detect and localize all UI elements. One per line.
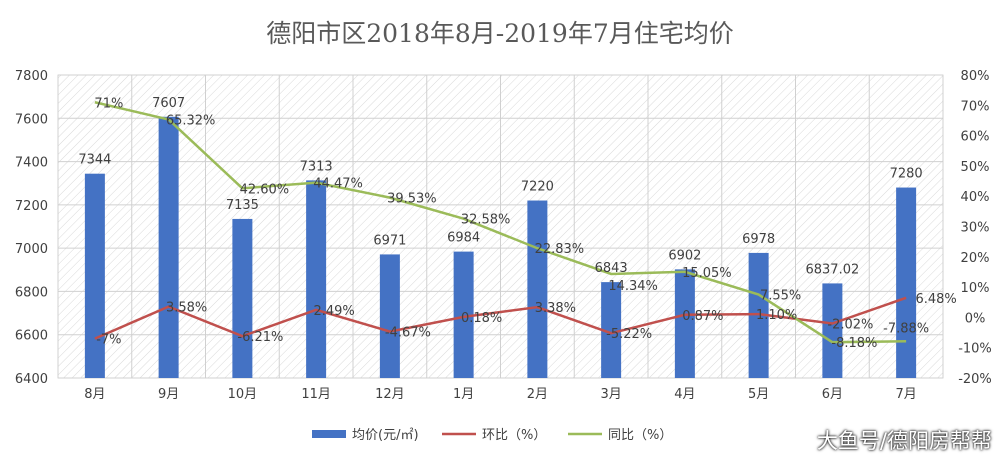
line-data-label: 1.10%: [756, 308, 797, 323]
y-left-tick-label: 7600: [15, 112, 48, 127]
y-right-tick-label: -10%: [958, 342, 992, 357]
y-left-tick-label: 7800: [15, 69, 48, 84]
y-right-tick-label: 20%: [961, 251, 990, 266]
y-left-tick-label: 7200: [15, 199, 48, 214]
x-tick-label: 3月: [600, 387, 621, 402]
bar-data-label: 6837.02: [805, 262, 859, 277]
line-data-label: 14.34%: [608, 279, 658, 294]
bar-data-label: 7220: [521, 180, 554, 195]
y-right-tick-label: 40%: [961, 190, 990, 205]
bar: [822, 283, 843, 378]
line-data-label: -8.18%: [831, 336, 877, 351]
y-right-tick-label: 50%: [961, 160, 990, 175]
legend-label: 均价(元/㎡): [352, 428, 419, 443]
line-data-label: -5.22%: [606, 327, 652, 342]
legend-label: 环比（%）: [482, 428, 546, 443]
line-data-label: -7.88%: [883, 321, 929, 336]
bar-data-label: 6971: [373, 233, 406, 248]
y-right-tick-label: 10%: [961, 281, 990, 296]
bar: [232, 218, 253, 378]
x-tick-label: 6月: [822, 387, 843, 402]
y-left-tick-label: 7400: [15, 156, 48, 171]
line-data-label: 32.58%: [461, 213, 511, 228]
y-left-tick-label: 7000: [15, 242, 48, 257]
bar-data-label: 7313: [300, 159, 333, 174]
line-data-label: 15.05%: [682, 266, 732, 281]
line-data-label: 65.32%: [166, 113, 216, 128]
bar-data-label: 6978: [742, 232, 775, 247]
line-huanbi: [94, 296, 907, 340]
line-data-label: 6.48%: [915, 292, 956, 307]
chart-title: 德阳市区2018年8月-2019年7月住宅均价: [266, 19, 734, 48]
line-data-label: -7%: [96, 333, 121, 348]
x-tick-label: 5月: [748, 387, 769, 402]
line-data-label: -6.21%: [237, 330, 283, 345]
bar: [158, 116, 179, 378]
line-data-label: -2.02%: [827, 318, 873, 333]
line-data-label: -4.67%: [385, 326, 431, 341]
bar-data-label: 7344: [78, 153, 111, 168]
x-tick-label: 11月: [301, 387, 331, 402]
bar: [379, 254, 400, 378]
line-data-label: 0.87%: [682, 309, 723, 324]
line-data-label: 7.55%: [760, 289, 801, 304]
line-data-label: 44.47%: [313, 177, 363, 192]
y-right-tick-label: 80%: [961, 69, 990, 84]
x-tick-label: 1月: [453, 387, 474, 402]
bar: [748, 252, 769, 378]
y-right-tick-label: 30%: [961, 221, 990, 236]
bar-data-label: 7280: [890, 167, 923, 182]
bar: [896, 187, 917, 378]
line-data-label: 22.83%: [535, 242, 585, 257]
legend-label: 同比（%）: [608, 428, 672, 443]
bar-data-label: 7607: [152, 96, 185, 111]
line-data-label: 39.53%: [387, 192, 437, 207]
bar: [674, 269, 695, 378]
line-data-label: 0.18%: [461, 311, 502, 326]
line-tongbi: [94, 101, 907, 344]
y-right-tick-label: 0%: [965, 311, 986, 326]
bar-data-label: 6984: [447, 231, 480, 246]
y-right-tick-label: 60%: [961, 130, 990, 145]
x-tick-label: 8月: [84, 387, 105, 402]
line-data-label: 3.38%: [535, 301, 576, 316]
bar: [601, 282, 622, 378]
line-data-label: 3.58%: [166, 301, 207, 316]
bar-data-label: 7135: [226, 198, 259, 213]
bar: [84, 173, 105, 378]
line-data-label: 2.49%: [313, 304, 354, 319]
x-tick-label: 7月: [895, 387, 916, 402]
x-tick-label: 12月: [375, 387, 405, 402]
bar: [453, 251, 474, 378]
x-tick-label: 10月: [228, 387, 258, 402]
bar-data-label: 6843: [595, 261, 628, 276]
x-tick-label: 4月: [674, 387, 695, 402]
legend-swatch: [312, 430, 346, 438]
watermark: 大鱼号/德阳房帮帮: [816, 429, 992, 453]
x-tick-label: 9月: [158, 387, 179, 402]
y-left-tick-label: 6600: [15, 329, 48, 344]
bar: [306, 180, 327, 378]
y-left-tick-label: 6800: [15, 285, 48, 300]
bar: [527, 200, 548, 378]
x-tick-label: 2月: [527, 387, 548, 402]
y-right-tick-label: 70%: [961, 99, 990, 114]
line-data-label: 71%: [94, 96, 123, 111]
line-data-label: 42.60%: [240, 182, 290, 197]
bar-data-label: 6902: [668, 248, 701, 263]
y-left-tick-label: 6400: [15, 372, 48, 387]
y-right-tick-label: -20%: [958, 372, 992, 387]
